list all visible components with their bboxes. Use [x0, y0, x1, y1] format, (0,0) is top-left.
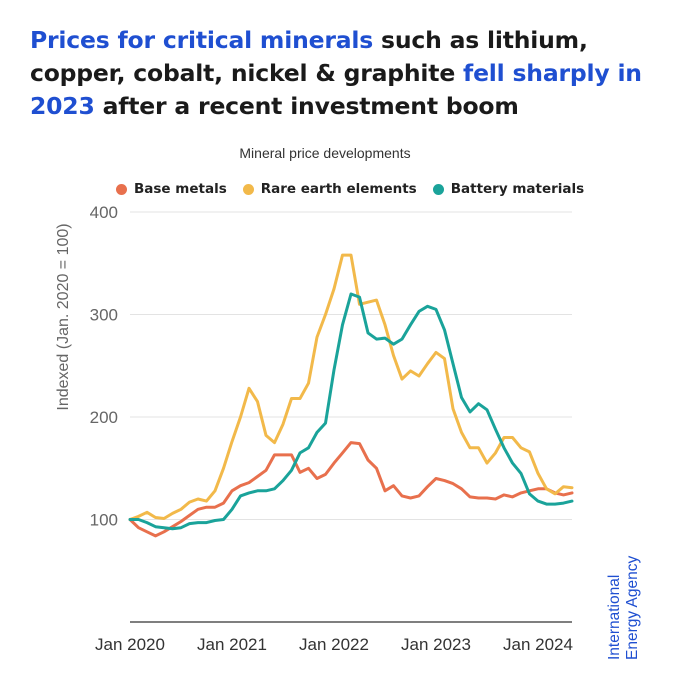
x-tick-label: Jan 2023 [401, 635, 471, 654]
legend-item-rare-earth: Rare earth elements [242, 181, 417, 197]
x-tick-label: Jan 2024 [503, 635, 573, 654]
y-axis-label: Indexed (Jan. 2020 = 100) [55, 223, 72, 410]
brand-line-2: Energy Agency [624, 555, 641, 660]
headline-highlight-1: Prices for critical minerals [30, 26, 374, 54]
chart-legend: Base metals Rare earth elements Battery … [116, 181, 600, 197]
x-tick-label: Jan 2021 [197, 635, 267, 654]
y-tick-label: 200 [90, 408, 118, 427]
brand-line-1: International [606, 574, 623, 660]
legend-swatch-base-metals [116, 183, 127, 195]
headline: Prices for critical minerals such as lit… [30, 24, 660, 123]
legend-item-battery: Battery materials [432, 181, 585, 197]
legend-label-battery: Battery materials [450, 181, 585, 197]
series-line-base-metals [128, 441, 574, 538]
series-line-rare-earth-elements [128, 253, 574, 521]
headline-highlight-2: fell sharply in 2023 [30, 59, 642, 120]
legend-item-base-metals: Base metals [116, 181, 227, 197]
x-tick-label: Jan 2022 [299, 635, 369, 654]
y-tick-label: 300 [90, 306, 118, 325]
y-tick-label: 400 [90, 203, 118, 222]
x-tick-label: Jan 2020 [95, 635, 165, 654]
legend-swatch-battery [432, 183, 444, 195]
chart-title: Mineral price developments [239, 145, 411, 161]
legend-swatch-rare-earth [242, 183, 254, 195]
legend-label-base-metals: Base metals [134, 181, 227, 197]
headline-text-2: after a recent investment boom [94, 92, 519, 120]
y-tick-label: 100 [90, 511, 118, 530]
series-line-battery-materials [128, 292, 574, 531]
iea-logo: International Energy Agency [606, 556, 642, 660]
headline-text-1: such as lithium, copper, cobalt, nickel … [30, 26, 588, 87]
legend-label-rare-earth: Rare earth elements [260, 181, 417, 197]
